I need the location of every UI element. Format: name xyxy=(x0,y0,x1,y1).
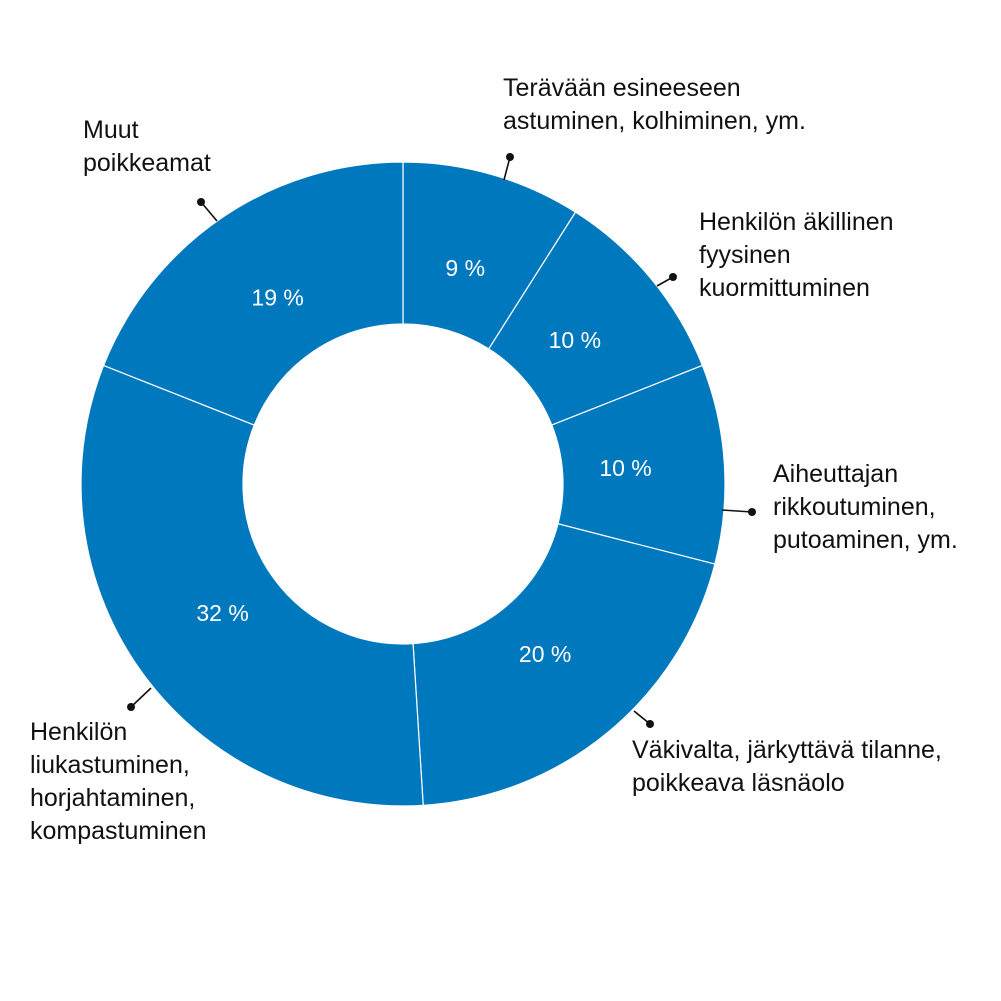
slice-category-line: astuminen, kolhiminen, ym. xyxy=(503,107,806,135)
leader-lines xyxy=(127,153,756,728)
slice-category-line: kompastuminen xyxy=(30,817,206,845)
slice-percent-label: 20 % xyxy=(519,641,571,667)
slice-percent-label: 10 % xyxy=(599,455,651,481)
slice-category-line: kuormittuminen xyxy=(699,274,870,302)
donut-slice xyxy=(412,523,716,807)
leader-dot xyxy=(669,273,677,281)
slice-percent-label: 9 % xyxy=(445,255,485,281)
leader-line xyxy=(721,509,753,513)
slice-category-line: fyysinen xyxy=(699,241,791,269)
slice-category-line: Terävään esineeseen xyxy=(503,74,741,102)
slice-category-line: liukastuminen, xyxy=(30,751,190,779)
slice-percent-label: 10 % xyxy=(549,327,601,353)
slice-category-line: putoaminen, ym. xyxy=(773,526,958,554)
leader-dot xyxy=(127,703,135,711)
slice-category-line: horjahtaminen, xyxy=(30,784,195,812)
slice-percent-label: 19 % xyxy=(251,285,303,311)
leader-dot xyxy=(646,720,654,728)
slice-category-line: Henkilön äkillinen xyxy=(699,208,894,236)
slice-category-line: Muut xyxy=(83,116,139,144)
slice-category-line: Henkilön xyxy=(30,718,127,746)
leader-line xyxy=(130,687,152,708)
donut-slices xyxy=(80,161,726,807)
slice-category-line: Väkivalta, järkyttävä tilanne, xyxy=(632,736,942,764)
slice-category-line: poikkeamat xyxy=(83,149,211,177)
leader-dot xyxy=(748,508,756,516)
leader-dot xyxy=(197,198,205,206)
slice-category-label: Muut poikkeamat xyxy=(83,116,211,177)
slice-category-label: Aiheuttajan rikkoutuminen, putoaminen, ym. xyxy=(773,460,958,554)
donut-slice xyxy=(102,161,404,426)
slice-percent-label: 32 % xyxy=(196,600,248,626)
slice-category-label: Väkivalta, järkyttävä tilanne, poikkeava … xyxy=(632,736,942,797)
slice-category-label: Henkilön liukastuminen, horjahtaminen, komp… xyxy=(30,718,206,845)
donut-slice xyxy=(80,364,424,807)
slice-category-line: poikkeava läsnäolo xyxy=(632,769,845,797)
slice-category-label: Terävään esineeseen astuminen, kolhiminen… xyxy=(503,74,806,135)
slice-category-line: rikkoutuminen, xyxy=(773,493,936,521)
slice-category-label: Henkilön äkillinen fyysinen kuormittuminen xyxy=(699,208,894,302)
leader-dot xyxy=(506,153,514,161)
leader-line xyxy=(200,201,218,222)
slice-category-line: Aiheuttajan xyxy=(773,460,898,488)
data-labels: 9 % Terävään esineeseen astuminen, kolhimi… xyxy=(30,74,958,845)
